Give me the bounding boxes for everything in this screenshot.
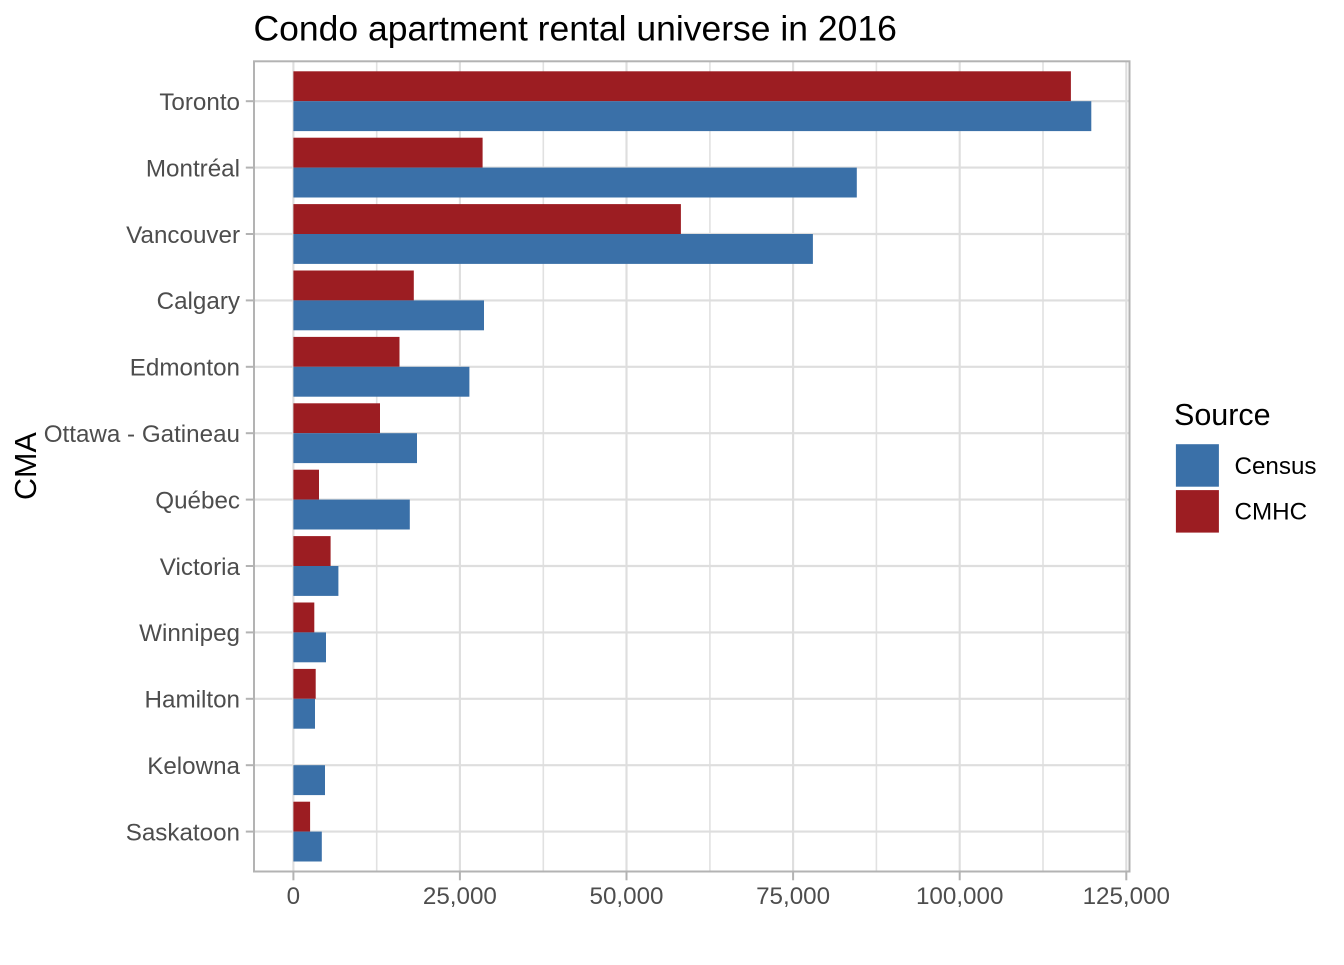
svg-text:Winnipeg: Winnipeg [139, 620, 240, 647]
svg-text:Victoria: Victoria [160, 554, 241, 581]
svg-text:CMA: CMA [9, 432, 43, 500]
svg-text:125,000: 125,000 [1083, 883, 1170, 910]
svg-text:25,000: 25,000 [423, 883, 497, 910]
svg-text:Montréal: Montréal [146, 155, 240, 182]
svg-text:Source: Source [1174, 398, 1271, 432]
svg-text:Kelowna: Kelowna [147, 753, 240, 780]
svg-text:50,000: 50,000 [590, 883, 664, 910]
svg-text:100,000: 100,000 [916, 883, 1003, 910]
svg-text:Toronto: Toronto [159, 89, 240, 116]
svg-text:Calgary: Calgary [157, 288, 241, 315]
svg-text:75,000: 75,000 [756, 883, 830, 910]
svg-text:0: 0 [287, 883, 300, 910]
svg-text:Hamilton: Hamilton [145, 687, 240, 714]
svg-text:Edmonton: Edmonton [130, 355, 240, 382]
svg-text:Condo apartment rental univers: Condo apartment rental universe in 2016 [254, 8, 897, 48]
svg-text:Saskatoon: Saskatoon [126, 819, 240, 846]
svg-text:Ottawa - Gatineau: Ottawa - Gatineau [44, 421, 240, 448]
svg-text:Census: Census [1235, 453, 1317, 480]
svg-text:Québec: Québec [155, 487, 240, 514]
svg-text:CMHC: CMHC [1235, 499, 1308, 526]
svg-text:Vancouver: Vancouver [126, 222, 240, 249]
